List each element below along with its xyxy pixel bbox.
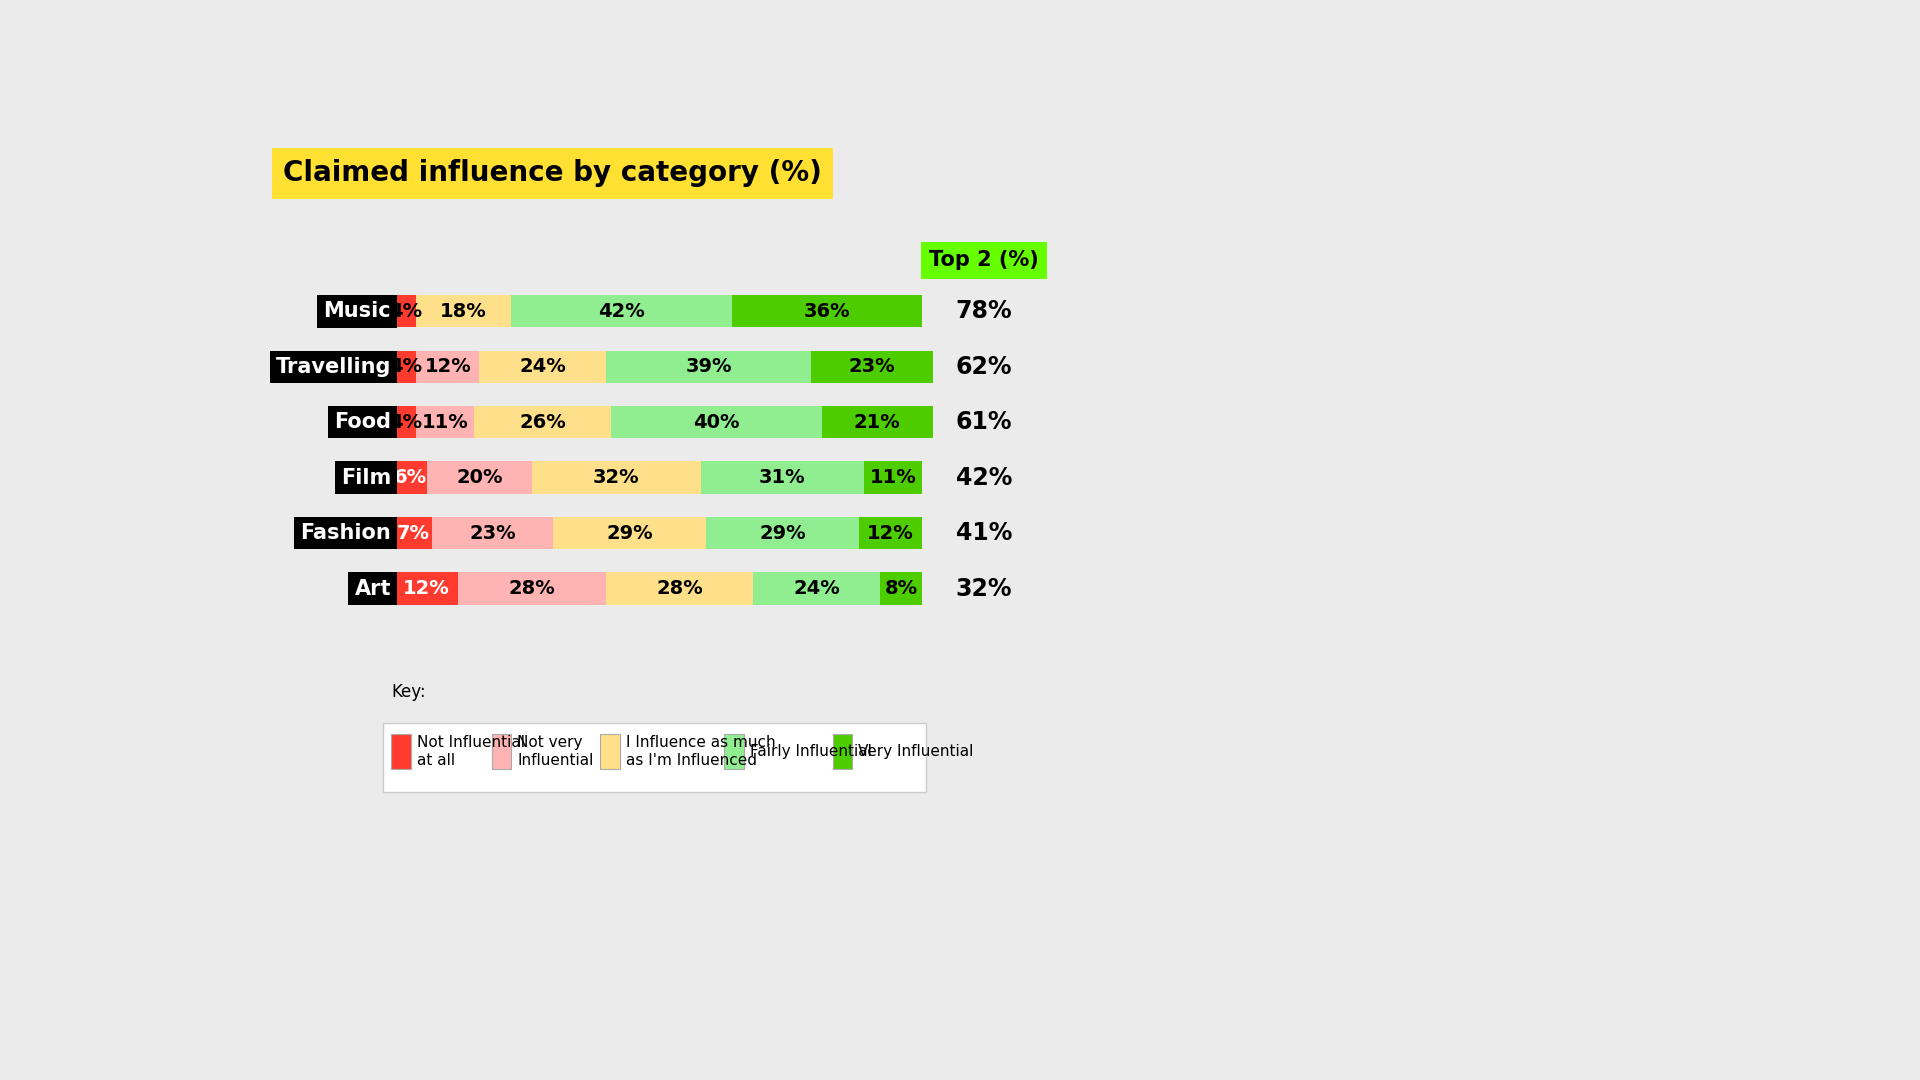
Text: I Influence as much
as I'm Influenced: I Influence as much as I'm Influenced	[626, 735, 776, 768]
Bar	[432, 517, 553, 550]
Text: Music: Music	[323, 301, 392, 322]
Text: Top 2 (%): Top 2 (%)	[929, 251, 1039, 270]
Text: 29%: 29%	[758, 524, 806, 542]
Text: Food: Food	[334, 413, 392, 432]
Bar	[474, 406, 611, 438]
Text: 20%: 20%	[457, 468, 503, 487]
Bar	[396, 295, 417, 327]
Text: 42%: 42%	[599, 301, 645, 321]
Text: 78%: 78%	[956, 299, 1012, 323]
Text: 40%: 40%	[693, 413, 739, 432]
Bar	[426, 461, 532, 494]
Bar	[396, 406, 417, 438]
Text: Claimed influence by category (%): Claimed influence by category (%)	[282, 160, 822, 188]
Text: 28%: 28%	[509, 579, 555, 598]
Text: 23%: 23%	[849, 357, 895, 376]
Text: 42%: 42%	[956, 465, 1012, 489]
Bar	[601, 734, 620, 769]
Bar	[392, 734, 411, 769]
Bar	[607, 351, 812, 383]
Bar	[396, 461, 426, 494]
Bar	[511, 295, 732, 327]
Bar	[396, 351, 417, 383]
Bar	[864, 461, 922, 494]
Text: Very Influential: Very Influential	[858, 744, 973, 759]
Bar	[812, 351, 933, 383]
Text: 39%: 39%	[685, 357, 732, 376]
Bar	[879, 572, 922, 605]
Text: 41%: 41%	[956, 521, 1012, 545]
Bar	[732, 295, 922, 327]
Bar	[833, 734, 852, 769]
Text: 61%: 61%	[956, 410, 1012, 434]
Text: 21%: 21%	[854, 413, 900, 432]
Text: 31%: 31%	[758, 468, 806, 487]
Text: 32%: 32%	[956, 577, 1012, 600]
Text: Not very
Influential: Not very Influential	[518, 735, 593, 768]
Text: 12%: 12%	[868, 524, 914, 542]
Text: Key:: Key:	[392, 683, 426, 701]
Text: 6%: 6%	[394, 468, 428, 487]
Text: 29%: 29%	[607, 524, 653, 542]
Text: Fairly Influential: Fairly Influential	[751, 744, 872, 759]
Bar	[858, 517, 922, 550]
Text: 32%: 32%	[593, 468, 639, 487]
Bar	[707, 517, 858, 550]
Text: 4%: 4%	[390, 413, 422, 432]
Text: 8%: 8%	[885, 579, 918, 598]
Text: 28%: 28%	[657, 579, 703, 598]
Bar	[417, 295, 511, 327]
Bar	[384, 723, 925, 792]
Text: 26%: 26%	[518, 413, 566, 432]
Bar	[459, 572, 607, 605]
Text: 12%: 12%	[403, 579, 449, 598]
Bar	[532, 461, 701, 494]
Text: 11%: 11%	[870, 468, 916, 487]
Bar	[553, 517, 707, 550]
Text: 24%: 24%	[518, 357, 566, 376]
Text: Fashion: Fashion	[300, 523, 392, 543]
Text: 4%: 4%	[390, 301, 422, 321]
Text: 18%: 18%	[440, 301, 488, 321]
Text: 12%: 12%	[424, 357, 470, 376]
Text: 7%: 7%	[397, 524, 430, 542]
Bar	[753, 572, 879, 605]
Bar	[822, 406, 933, 438]
Text: 62%: 62%	[956, 354, 1012, 379]
Bar	[396, 572, 459, 605]
Text: Not Influential
at all: Not Influential at all	[417, 735, 524, 768]
Bar	[396, 517, 432, 550]
Bar	[480, 351, 607, 383]
Bar	[611, 406, 822, 438]
Text: Film: Film	[342, 468, 392, 488]
Bar	[701, 461, 864, 494]
Text: 23%: 23%	[468, 524, 516, 542]
Bar	[492, 734, 511, 769]
Bar	[417, 351, 480, 383]
Text: 4%: 4%	[390, 357, 422, 376]
Bar	[417, 406, 474, 438]
Text: 36%: 36%	[804, 301, 851, 321]
Text: Travelling: Travelling	[276, 356, 392, 377]
Bar	[724, 734, 743, 769]
Text: 24%: 24%	[793, 579, 839, 598]
Text: Art: Art	[355, 579, 392, 598]
Text: 11%: 11%	[422, 413, 468, 432]
Bar	[607, 572, 753, 605]
